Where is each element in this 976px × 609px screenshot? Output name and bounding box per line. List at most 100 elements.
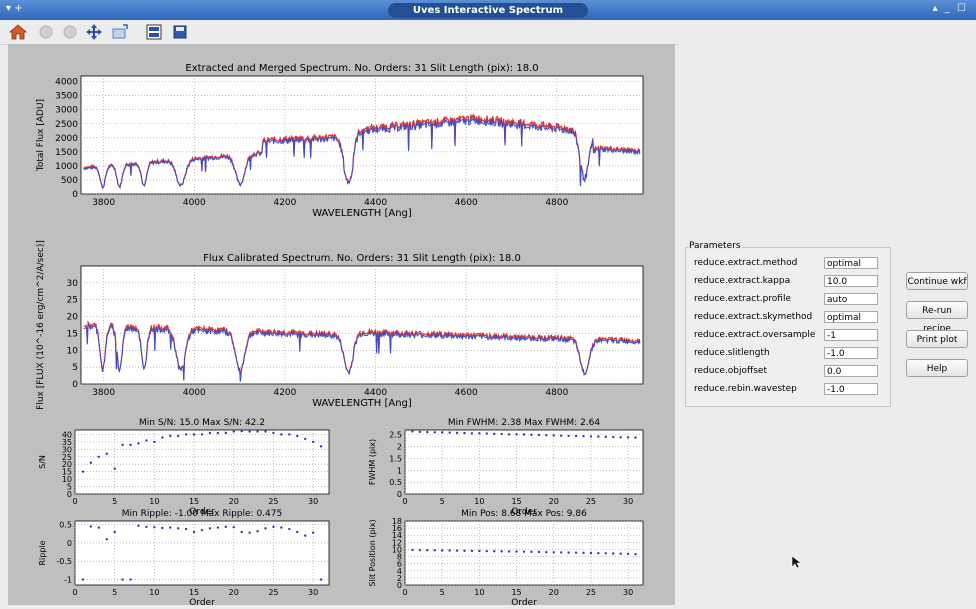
data-point	[97, 455, 101, 458]
parameters-title: Parameters	[688, 241, 742, 251]
data-point	[559, 551, 563, 554]
x-axis-label: Order	[511, 507, 537, 517]
y-tick-label: 25	[62, 453, 72, 462]
data-point	[113, 467, 116, 470]
data-point	[426, 430, 429, 434]
data-point	[256, 530, 259, 533]
param-value-field[interactable]: optimal	[824, 257, 878, 269]
data-point	[288, 527, 291, 531]
param-value-field[interactable]: optimal	[824, 311, 878, 323]
x-tick-label: 4800	[545, 198, 568, 208]
data-point	[433, 549, 436, 552]
axes-box	[404, 429, 644, 495]
rerun-recipe-button[interactable]: Re-run recipe	[906, 301, 968, 334]
y-tick-label: 25	[67, 296, 78, 306]
data-point	[619, 436, 622, 439]
data-point	[530, 550, 533, 554]
data-point	[552, 551, 555, 554]
control-panel: Parameters reduce.extract.method optimal…	[678, 44, 976, 605]
x-tick-label: 25	[586, 497, 596, 506]
y-tick-label: 2000	[55, 134, 78, 144]
x-axis-label: WAVELENGTH [Ang]	[312, 208, 412, 219]
x-axis-label: Order	[511, 598, 537, 605]
plot-canvas[interactable]: 3800 4000 4200 4400 4600 4800 0 500 1000 1500 2000…	[8, 44, 675, 608]
data-point	[200, 433, 204, 436]
param-label: reduce.extract.profile	[694, 294, 792, 304]
save-icon[interactable]	[170, 22, 190, 42]
forward-icon[interactable]	[60, 22, 80, 42]
data-point	[478, 432, 481, 435]
window-controls[interactable]: ▴ _ ☐	[932, 3, 968, 14]
subplots-icon[interactable]	[144, 22, 164, 42]
data-point	[582, 551, 585, 555]
param-row-extract-method: reduce.extract.method optimal	[694, 257, 888, 271]
x-tick-label: 20	[229, 588, 239, 597]
y-tick-label: 5	[67, 483, 72, 492]
param-row-slitlength: reduce.slitlength -1.0	[694, 347, 888, 361]
param-value-field[interactable]: 0.0	[824, 365, 878, 377]
x-tick-label: 5	[440, 588, 445, 597]
data-point	[121, 443, 124, 447]
data-point	[224, 431, 228, 435]
x-tick-label: 10	[474, 497, 484, 506]
axes-box	[80, 265, 644, 385]
y-tick-label: 40	[62, 430, 72, 439]
toolbar	[0, 20, 976, 45]
y-tick-label: 16	[392, 524, 402, 533]
x-tick-label: 20	[229, 497, 239, 506]
zoom-icon[interactable]	[110, 22, 130, 42]
data-point	[81, 578, 85, 581]
data-point	[448, 431, 451, 434]
data-point	[478, 549, 481, 553]
data-point	[626, 552, 630, 556]
data-point	[137, 524, 140, 527]
continue-workflow-button[interactable]: Continue wkf	[906, 272, 968, 290]
y-tick-label: 30	[62, 445, 72, 454]
window-menu-controls[interactable]: ▾ +	[6, 3, 23, 14]
data-point	[224, 525, 228, 529]
data-point	[288, 433, 291, 436]
data-point	[612, 552, 615, 555]
param-value-field[interactable]: auto	[824, 293, 878, 305]
data-point	[89, 461, 93, 464]
y-tick-label: 0	[72, 190, 78, 200]
print-plot-button[interactable]: Print plot	[906, 330, 968, 348]
data-point	[485, 549, 489, 553]
parameters-group: Parameters reduce.extract.method optimal…	[685, 241, 891, 407]
data-point	[515, 550, 518, 553]
x-tick-label: 4000	[183, 388, 206, 398]
param-value-field[interactable]: -1.0	[824, 383, 878, 395]
data-point	[582, 434, 585, 438]
home-icon[interactable]	[8, 22, 28, 42]
y-tick-label: 1000	[55, 162, 78, 172]
data-point	[552, 434, 555, 437]
y-tick-label: 18	[392, 517, 402, 526]
back-icon[interactable]	[36, 22, 56, 42]
param-value-field[interactable]: -1	[824, 329, 878, 341]
pan-icon[interactable]	[84, 22, 104, 42]
title-bar: ▾ + Uves Interactive Spectrum Extraction…	[0, 0, 976, 31]
axes-box	[404, 520, 644, 586]
y-tick-label: 500	[61, 176, 78, 186]
data-point	[455, 549, 459, 552]
y-tick-label: 1500	[55, 148, 78, 158]
axes-box	[74, 429, 330, 495]
param-value-field[interactable]: -1.0	[824, 347, 878, 359]
y-tick-label: 10	[392, 545, 402, 554]
data-point	[500, 432, 503, 436]
x-tick-label: 4200	[273, 198, 296, 208]
data-point	[153, 526, 156, 529]
data-point	[280, 526, 283, 529]
data-point	[545, 550, 548, 554]
data-point	[589, 435, 593, 438]
axes-box	[74, 520, 330, 586]
data-point	[208, 527, 212, 530]
help-button[interactable]: Help	[906, 359, 968, 377]
y-tick-label: 14	[392, 531, 402, 540]
x-tick-label: 0	[72, 588, 77, 597]
param-value-field[interactable]: 10.0	[824, 275, 878, 287]
x-tick-label: 10	[149, 588, 159, 597]
param-label: reduce.extract.skymethod	[694, 312, 813, 322]
data-point	[537, 550, 541, 554]
y-axis-label: Total Flux [ADU]	[36, 99, 46, 172]
